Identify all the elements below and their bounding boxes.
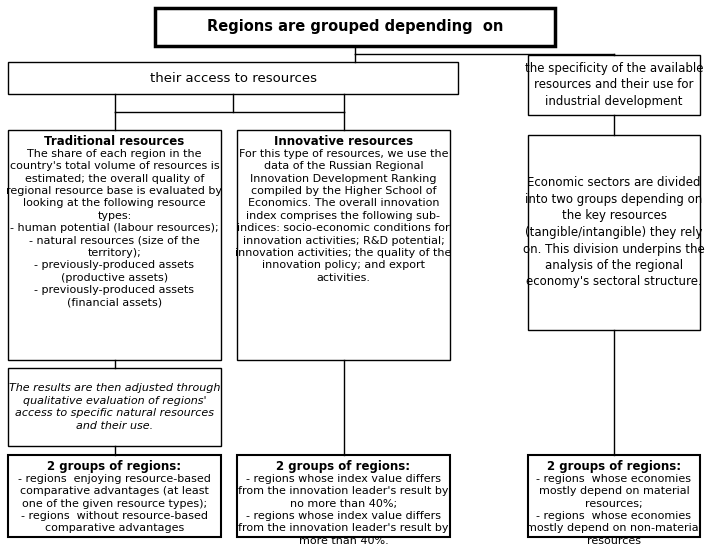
Text: The share of each region in the
country's total volume of resources is
estimated: The share of each region in the country'… bbox=[6, 149, 222, 307]
Bar bbox=[8, 368, 221, 446]
Bar bbox=[528, 135, 700, 330]
Text: 2 groups of regions:: 2 groups of regions: bbox=[47, 460, 181, 473]
Bar bbox=[8, 455, 221, 537]
Bar bbox=[237, 130, 450, 360]
Text: Economic sectors are divided
into two groups depending on
the key resources
(tan: Economic sectors are divided into two gr… bbox=[523, 177, 705, 288]
Bar bbox=[8, 130, 221, 360]
Bar bbox=[8, 62, 458, 94]
Text: 2 groups of regions:: 2 groups of regions: bbox=[276, 460, 411, 473]
Bar bbox=[155, 8, 555, 46]
Text: their access to resources: their access to resources bbox=[149, 71, 316, 84]
Bar bbox=[237, 455, 450, 537]
Text: - regions  whose economies
mostly depend on material
resources;
- regions  whose: - regions whose economies mostly depend … bbox=[526, 474, 702, 545]
Text: - regions whose index value differs
from the innovation leader's result by
no mo: - regions whose index value differs from… bbox=[239, 474, 449, 545]
Text: Traditional resources: Traditional resources bbox=[45, 135, 185, 148]
Text: For this type of resources, we use the
data of the Russian Regional
Innovation D: For this type of resources, we use the d… bbox=[235, 149, 452, 283]
Text: - regions  enjoying resource-based
comparative advantages (at least
one of the g: - regions enjoying resource-based compar… bbox=[18, 474, 211, 534]
Bar bbox=[528, 455, 700, 537]
Text: Regions are grouped depending  on: Regions are grouped depending on bbox=[207, 20, 503, 34]
Bar bbox=[528, 55, 700, 115]
Text: The results are then adjusted through
qualitative evaluation of regions'
access : The results are then adjusted through qu… bbox=[8, 383, 220, 431]
Text: Innovative resources: Innovative resources bbox=[274, 135, 413, 148]
Text: 2 groups of regions:: 2 groups of regions: bbox=[547, 460, 681, 473]
Text: the specificity of the available
resources and their use for
industrial developm: the specificity of the available resourc… bbox=[525, 62, 703, 108]
